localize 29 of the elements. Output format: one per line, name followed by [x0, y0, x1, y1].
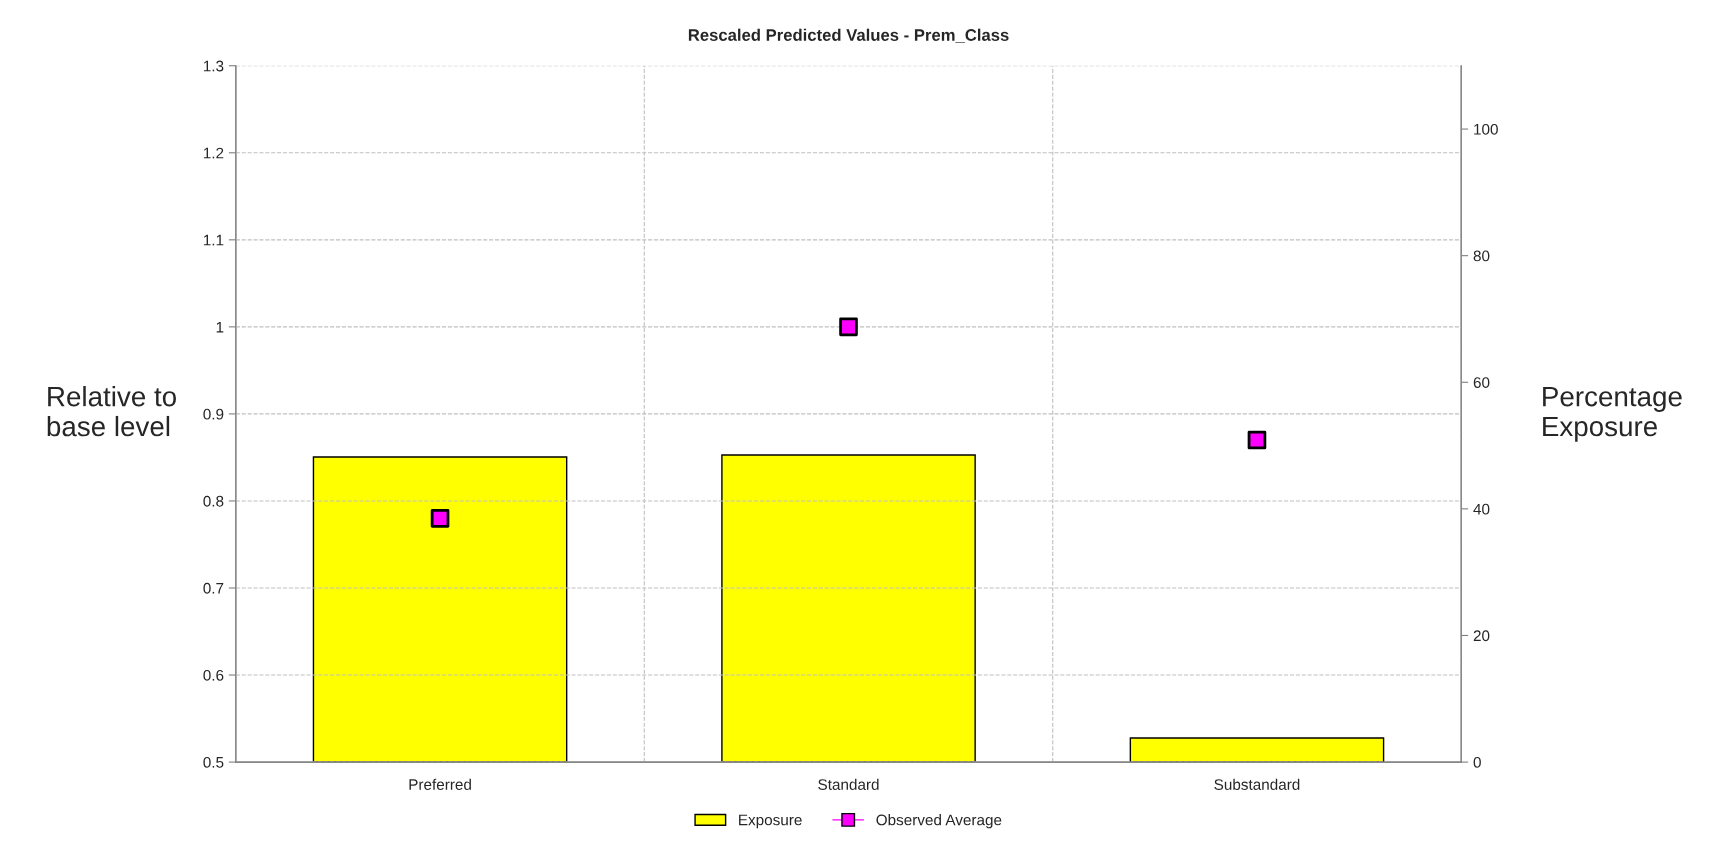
bar	[1129, 737, 1385, 763]
y-tick-label: 1.2	[203, 147, 224, 159]
y2-tick-label: 0	[1473, 756, 1481, 768]
y-tick-label: 1.1	[203, 234, 224, 246]
y2-tick-label: 40	[1473, 503, 1490, 515]
y2-tick-label: 80	[1473, 250, 1490, 262]
point	[430, 509, 450, 528]
y2-tick-label: 100	[1474, 123, 1498, 135]
y2-axis-title: Percentage Exposure	[1543, 387, 1682, 442]
y-tick-label: 0.9	[203, 408, 224, 420]
legend-label: Observed Average	[876, 814, 1002, 829]
y-tick-label: 0.8	[203, 495, 224, 507]
x-tick-label: Substandard	[1214, 778, 1300, 790]
x-tick-label: Preferred	[409, 778, 471, 790]
y-axis-title: Relative to base level	[47, 386, 176, 437]
y-tick-label: 0.7	[203, 582, 224, 594]
point	[1247, 430, 1267, 450]
y2-tick-label: 60	[1473, 377, 1490, 388]
y-tick-label: 1.3	[203, 60, 224, 72]
y-tick-label: 0.5	[203, 756, 224, 768]
y-tick-label: 0.6	[203, 669, 224, 681]
y-tick-label: 1	[216, 321, 224, 333]
bar	[312, 456, 568, 763]
point	[839, 317, 858, 337]
bar	[721, 454, 976, 763]
x-tick-label: Standard	[818, 778, 879, 790]
chart-title: Rescaled Predicted Values - Prem_Class	[688, 28, 1009, 43]
legend-label: Exposure	[739, 814, 802, 829]
y2-tick-label: 20	[1473, 630, 1490, 642]
